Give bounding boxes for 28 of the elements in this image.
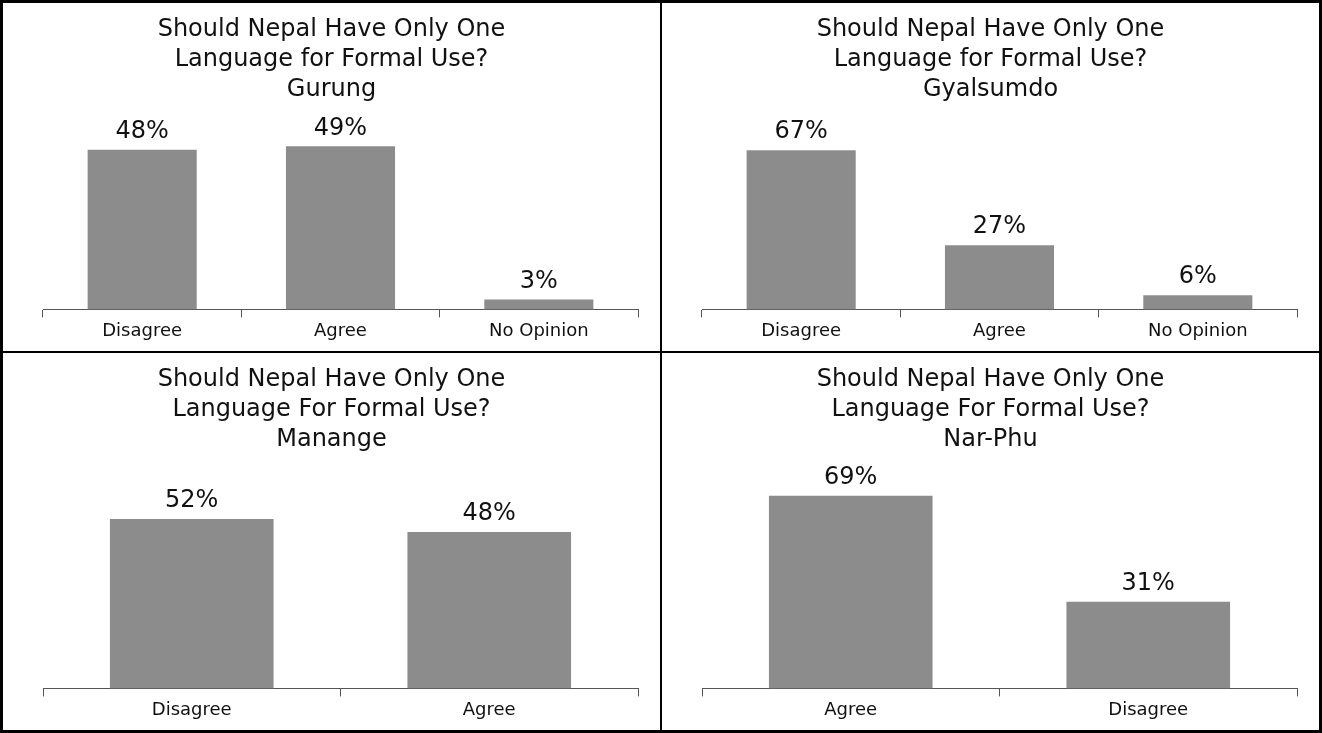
x-tick-label: Agree xyxy=(973,318,1026,340)
data-label: 6% xyxy=(1178,261,1217,290)
x-tick-label: Agree xyxy=(462,697,516,719)
x-tick-label: Disagree xyxy=(761,318,842,340)
chart-title: Should Nepal Have Only One Language for Formal Use? xyxy=(815,13,1166,73)
data-label: 48% xyxy=(115,115,169,144)
data-label: 52% xyxy=(165,485,219,514)
data-label: 31% xyxy=(1121,568,1175,597)
chart-subtitle: Gurung xyxy=(285,73,378,103)
data-label: 3% xyxy=(519,265,558,294)
chart-title: Should Nepal Have Only One Language For Formal Use? xyxy=(815,363,1166,423)
chart-title: Should Nepal Have Only One Language for Formal Use? xyxy=(156,13,507,73)
chart-title: Should Nepal Have Only One Language For Formal Use? xyxy=(156,363,507,423)
data-label: 27% xyxy=(972,211,1027,240)
x-tick-label: No Opinion xyxy=(489,318,589,340)
x-tick-label: Disagree xyxy=(1108,697,1189,719)
x-tick-label: Disagree xyxy=(151,697,232,719)
chart-subtitle: Nar-Phu xyxy=(942,423,1039,453)
chart-subtitle: Manange xyxy=(275,423,388,453)
data-label: 67% xyxy=(774,116,828,145)
x-tick-label: Agree xyxy=(314,318,367,340)
x-tick-label: Agree xyxy=(824,697,878,719)
data-label: 49% xyxy=(313,112,368,141)
data-label: 48% xyxy=(462,498,516,527)
x-tick-label: Disagree xyxy=(102,318,183,340)
data-label: 69% xyxy=(824,462,878,491)
x-tick-label: No Opinion xyxy=(1148,318,1248,340)
chart-subtitle: Gyalsumdo xyxy=(921,73,1060,103)
